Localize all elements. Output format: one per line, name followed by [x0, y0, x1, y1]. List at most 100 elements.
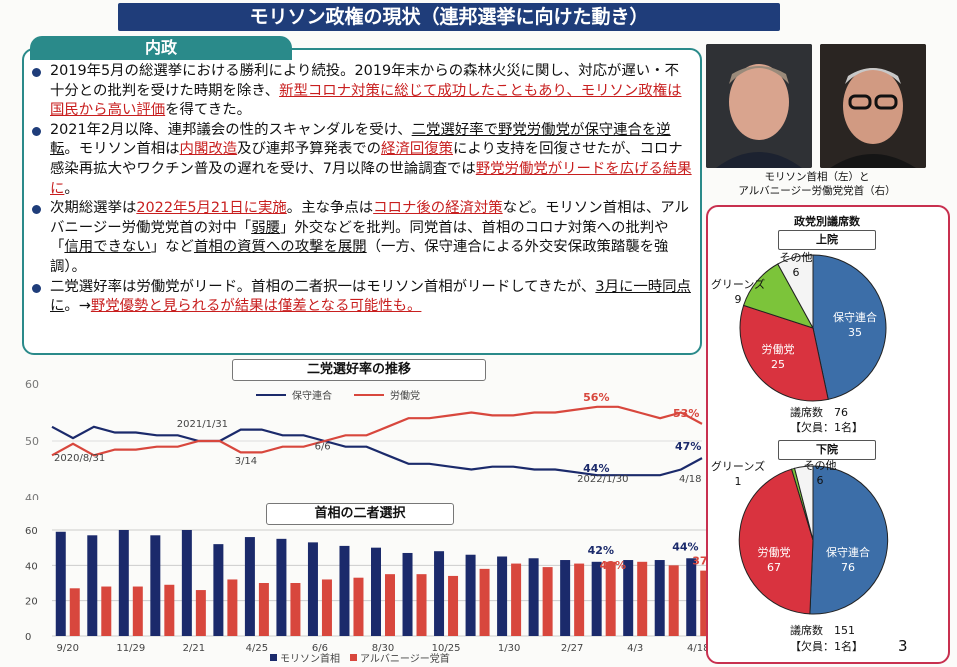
morrison-photo — [706, 44, 812, 168]
bar-albanese — [542, 567, 553, 636]
annotation: 53% — [673, 407, 699, 420]
bar-albanese — [195, 590, 206, 636]
bullet-text: 次期総選挙は — [50, 200, 137, 217]
highlighted-text: 野党労働党がリードを広げる結果に — [50, 160, 692, 197]
bar-chart-title: 首相の二者選択 — [266, 503, 454, 525]
bar-morrison — [465, 554, 476, 636]
bar-albanese — [132, 586, 143, 636]
highlighted-text: 信用できない — [64, 239, 151, 256]
pie-slice-value: 25 — [771, 358, 785, 371]
bullet-text: 二党選好率は労働党がリード。首相の二者択一はモリソン首相がリードしてきたが、 — [50, 278, 596, 295]
photo-caption-line1: モリソン首相（左）と — [764, 171, 870, 183]
bullet-dot-icon — [32, 68, 41, 77]
highlighted-text: 内閣改造 — [179, 141, 238, 158]
bar-albanese — [69, 588, 80, 636]
annotation: 2021/1/31 — [177, 419, 228, 430]
highlighted-text: 3月に一時同点に — [50, 278, 691, 315]
data-label: 42% — [600, 559, 626, 572]
bar-albanese — [700, 570, 711, 636]
domestic-bullets: 2019年5月の総選挙における勝利により続投。2019年末からの森林火災に関し、… — [28, 62, 692, 317]
pie-slice-value: 35 — [848, 326, 862, 339]
pie-slice — [809, 465, 889, 615]
bullet-dot-icon — [32, 205, 41, 215]
bullet-dot-icon — [32, 283, 41, 293]
bar-morrison — [87, 535, 98, 636]
bullet-text: 及び連邦予算発表での — [237, 141, 382, 158]
bullet-text: 2021年2月以降、連邦議会の性的スキャンダルを受け、 — [50, 121, 412, 138]
x-tick-label: 2/21 — [183, 643, 205, 654]
pie-slice-value: 1 — [735, 475, 742, 488]
data-label: 44% — [672, 540, 698, 553]
bar-albanese — [164, 584, 175, 636]
house-vacancy: 【欠員：1名】 — [790, 640, 863, 653]
bar-albanese — [511, 563, 522, 636]
bar-albanese — [574, 563, 585, 636]
bar-morrison — [623, 560, 634, 636]
bar-albanese — [227, 579, 238, 636]
legend-label: 保守連合 — [292, 389, 332, 402]
page-number: 3 — [898, 637, 908, 655]
two-party-preferred-chart: 60 50 40 保守連合 労働党 2020/8/31 2021/1/31 3/14 6/6 20… — [25, 378, 703, 500]
bullet-text: 。主な争点は — [286, 200, 374, 217]
bullet-item: 2019年5月の総選挙における勝利により続投。2019年末からの森林火災に関し、… — [28, 62, 692, 121]
senate-pie-chart: 保守連合 35 労働党 25 グリーンズ 9 その他 6 — [711, 251, 887, 402]
bar-albanese — [321, 579, 332, 636]
bullet-text: を得てきた。 — [165, 102, 252, 119]
legend-swatch — [270, 654, 277, 661]
bar-morrison — [654, 560, 665, 636]
house-label: 下院 — [778, 440, 876, 460]
bullet-text: 。 — [64, 180, 79, 197]
pie-slice-label: 労働党 — [762, 342, 795, 356]
annotation: 4/18 — [679, 474, 701, 485]
x-tick-label: 2/27 — [561, 643, 583, 654]
highlighted-text: 新型コロナ対策に総じて成功したこともあり、モリソン政権は国民から高い評価 — [50, 82, 682, 119]
house-pie-chart: 保守連合 76 労働党 67 グリーンズ 1 その他 6 — [711, 459, 889, 615]
bar-morrison — [591, 561, 602, 636]
legend-label: モリソン首相 — [280, 652, 340, 665]
bar-morrison — [307, 542, 318, 636]
highlighted-text: 首相の資質への攻撃を展開 — [193, 239, 367, 256]
bullet-text: 」外交などを批判。同党首は、首相のコロナ対策への批判や「 — [50, 219, 669, 256]
pie-slice-label: その他 — [804, 459, 837, 472]
series-line-coalition — [51, 425, 703, 477]
bar-albanese — [416, 574, 427, 636]
series-line-labor — [51, 405, 703, 457]
pie-slice-label: グリーンズ — [711, 459, 765, 473]
legend-swatch — [350, 654, 357, 661]
pie-slice-value: 67 — [767, 561, 781, 574]
bar-albanese — [258, 583, 269, 636]
bar-morrison — [434, 551, 445, 636]
x-tick-label: 11/29 — [116, 643, 145, 654]
pie-slice-value: 6 — [817, 474, 824, 487]
highlighted-text: 経済回復策 — [381, 141, 454, 158]
annotation: 47% — [675, 440, 701, 453]
pie-slice — [738, 468, 814, 615]
senate-vacancy: 【欠員：1名】 — [790, 421, 863, 434]
bar-morrison — [528, 558, 539, 636]
annotation: 6/6 — [315, 442, 331, 453]
bar-morrison — [560, 560, 571, 636]
pie-slice — [777, 254, 814, 329]
bar-albanese — [479, 568, 490, 636]
x-tick-label: 4/25 — [246, 643, 268, 654]
photo-caption: モリソン首相（左）と アルバニージー労働党党首（右） — [706, 170, 928, 198]
x-tick-label: 6/6 — [312, 643, 328, 654]
albanese-photo — [820, 44, 926, 168]
annotation: 44% — [583, 462, 609, 475]
highlighted-text: 二党選好率で野党労働党が保守連合を逆転 — [50, 121, 671, 158]
bar-morrison — [55, 531, 66, 636]
pie-slice-value: 6 — [793, 266, 800, 279]
bullet-text: により支持を回復させたが、コロナ感染再拡大やワクチン普及の遅れを受け、7月以降の… — [50, 141, 683, 177]
senate-seat-count: 議席数 76 — [790, 406, 848, 419]
y-tick-label: 60 — [25, 378, 39, 391]
annotation: 3/14 — [235, 456, 257, 467]
highlighted-text: コロナ後の経済対策 — [373, 200, 503, 217]
x-tick-label: 8/30 — [372, 643, 394, 654]
bullet-text: 。→ — [64, 298, 91, 315]
bullet-text: （一方、保守連合による外交安保政策踏襲を強調）。 — [50, 239, 669, 275]
highlighted-text: 2022年5月21日に実施 — [136, 200, 287, 217]
bar-albanese — [353, 577, 364, 636]
y-tick-label: 20 — [25, 597, 38, 608]
bullet-dot-icon — [32, 126, 41, 136]
bullet-item: 次期総選挙は2022年5月21日に実施。主な争点はコロナ後の経済対策など。モリソ… — [28, 199, 692, 277]
